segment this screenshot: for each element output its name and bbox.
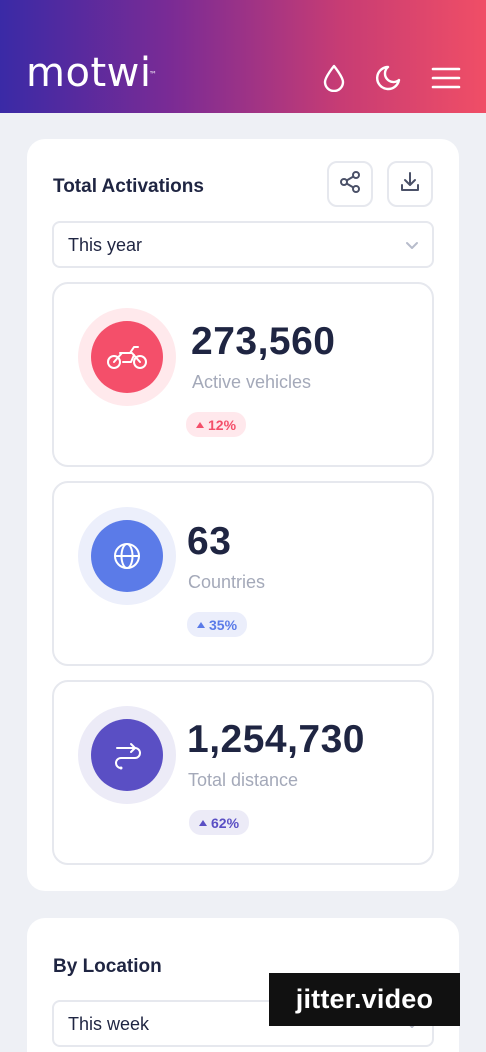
download-icon	[398, 170, 422, 199]
period-select-value: This week	[68, 1014, 150, 1034]
share-button[interactable]	[327, 161, 373, 207]
period-select-value: This year	[68, 235, 143, 255]
stat-value: 273,560	[191, 320, 336, 363]
trademark-mark: ™	[148, 70, 158, 79]
menu-icon[interactable]	[428, 62, 464, 94]
change-value: 62%	[211, 814, 240, 831]
chevron-down-icon	[406, 242, 418, 249]
change-badge: 62%	[189, 810, 250, 835]
arrow-up-icon	[199, 819, 207, 826]
jitter-watermark: jitter.video	[269, 973, 460, 1026]
stat-value: 1,254,730	[187, 718, 366, 761]
change-badge: 35%	[187, 612, 248, 637]
stat-label: Total distance	[188, 770, 299, 790]
card-title: Total Activations	[53, 176, 204, 197]
stat-card-total-distance: 1,254,730 Total distance 62%	[52, 680, 434, 865]
motorbike-icon	[91, 321, 163, 393]
moon-icon[interactable]	[372, 62, 404, 94]
app-header: motwi ™	[0, 0, 486, 113]
change-value: 12%	[208, 416, 237, 433]
change-badge: 12%	[186, 412, 247, 437]
stat-label: Countries	[188, 572, 266, 592]
stat-icon-ring	[78, 507, 176, 605]
droplet-icon[interactable]	[318, 62, 350, 94]
stat-card-active-vehicles: 273,560 Active vehicles 12%	[52, 282, 434, 467]
download-button[interactable]	[387, 161, 433, 207]
stat-icon-ring	[78, 706, 176, 804]
card-title: By Location	[53, 956, 162, 977]
share-icon	[338, 170, 362, 199]
route-icon	[91, 719, 163, 791]
stat-value: 63	[187, 520, 232, 563]
motwi-logo[interactable]: motwi ™	[26, 50, 158, 96]
stat-card-countries: 63 Countries 35%	[52, 481, 434, 666]
stat-label: Active vehicles	[192, 372, 312, 392]
arrow-up-icon	[196, 421, 204, 428]
period-select[interactable]: This year	[52, 221, 434, 268]
total-activations-card: Total Activations This year	[27, 139, 459, 891]
arrow-up-icon	[197, 621, 205, 628]
globe-icon	[91, 520, 163, 592]
stat-icon-ring	[78, 308, 176, 406]
change-value: 35%	[209, 616, 238, 633]
